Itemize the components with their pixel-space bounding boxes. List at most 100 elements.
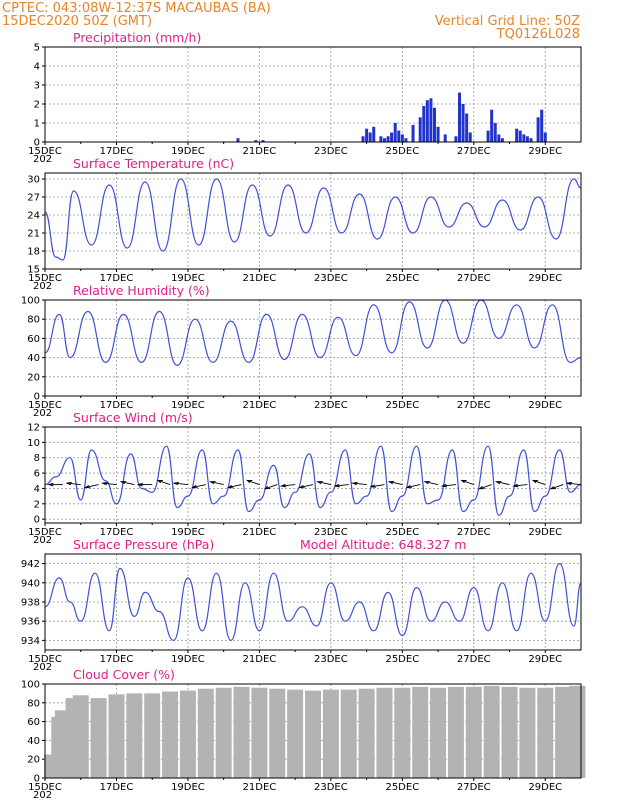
- cloud-bar: [569, 685, 586, 778]
- x-tick-label: 23DEC: [314, 400, 348, 411]
- wind-arrow-shaft: [192, 484, 206, 488]
- panel-title-pres: Surface Pressure (hPa): [73, 537, 214, 552]
- wind-arrow: [246, 479, 260, 486]
- x-tick-label: 21DEC: [243, 146, 277, 157]
- x-tick-label: 29DEC: [528, 527, 562, 538]
- cloud-bar: [465, 686, 482, 778]
- x-tick-label: 29DEC: [528, 782, 562, 793]
- x-tick-label: 25DEC: [385, 527, 419, 538]
- panel-title-rh: Relative Humidity (%): [73, 283, 210, 298]
- wind-arrow: [191, 484, 206, 489]
- wind-arrow-shaft: [174, 482, 188, 486]
- y-tick-label: 12: [27, 423, 40, 434]
- cloud-bar: [144, 693, 161, 778]
- wind-arrow-head: [478, 485, 485, 490]
- wind-arrow-head: [47, 482, 54, 487]
- wind-arrow-shaft: [461, 479, 474, 486]
- x-tick-label: 27DEC: [457, 273, 491, 284]
- wind-arrow-head: [119, 480, 127, 485]
- y-tick-label: 18: [27, 247, 40, 258]
- precip-bar: [425, 100, 429, 142]
- panel-precip: Precipitation (mm/h) 15DEC 17DEC 19DEC 21DEC…: [28, 30, 582, 165]
- x-tick-label: 21DEC: [243, 527, 277, 538]
- y-tick-label: 60: [27, 334, 40, 345]
- series-line-pres: [44, 562, 582, 642]
- y-tick-label: 3: [34, 81, 40, 92]
- x-tick-label: 27DEC: [457, 527, 491, 538]
- precip-bar: [543, 132, 547, 142]
- x-tick-label: 23DEC: [314, 146, 348, 157]
- x-tick-label: 27DEC: [457, 146, 491, 157]
- wind-arrow-head: [549, 485, 557, 490]
- wind-arrow-shaft: [317, 481, 331, 486]
- panel-cloud: Cloud Cover (%) 15DEC 17DEC 19DEC 21DEC 23DEC…: [21, 667, 586, 800]
- precip-bar: [422, 105, 426, 142]
- x-tick-label: 27DEC: [457, 782, 491, 793]
- wind-arrow: [494, 480, 510, 486]
- cloud-bar: [376, 687, 393, 778]
- precip-bar: [536, 117, 540, 142]
- precip-bar: [236, 138, 240, 142]
- wind-arrow: [119, 480, 135, 486]
- cloud-bar: [537, 687, 554, 778]
- wind-arrow-shaft: [370, 484, 385, 488]
- precip-bar: [432, 107, 436, 142]
- y-tick-label: 100: [21, 296, 40, 307]
- precip-bar: [365, 128, 369, 142]
- precip-bar: [261, 140, 265, 142]
- wind-arrow-shaft: [210, 481, 224, 486]
- precip-bar: [490, 109, 494, 142]
- wind-arrow: [298, 484, 314, 489]
- wind-arrow: [226, 484, 242, 489]
- wind-arrow: [172, 481, 188, 486]
- wind-arrow-head: [246, 479, 253, 484]
- wind-arrow-shaft: [550, 484, 564, 490]
- wind-arrow-head: [172, 481, 180, 486]
- y-tick-label: 0: [34, 774, 40, 785]
- y-tick-label: 6: [34, 469, 40, 480]
- x-tick-label: 25DEC: [385, 273, 419, 284]
- wind-arrow: [83, 484, 99, 489]
- panel-frame-pres: [44, 553, 582, 651]
- cloud-bar: [340, 689, 357, 778]
- wind-arrow-shaft: [389, 481, 403, 486]
- x-tick-label: 27DEC: [457, 654, 491, 665]
- precip-bar: [518, 130, 522, 142]
- x-tick-label: 23DEC: [314, 273, 348, 284]
- x-tick-label: 29DEC: [528, 273, 562, 284]
- x-tick-label: 25DEC: [385, 654, 419, 665]
- wind-arrow-shaft: [157, 479, 171, 486]
- wind-arrow: [351, 481, 367, 486]
- x-tick-label: 19DEC: [171, 654, 205, 665]
- cloud-bar: [358, 688, 375, 778]
- wind-arrow: [316, 480, 331, 486]
- x-tick-label: 17DEC: [100, 400, 134, 411]
- precip-bar: [461, 104, 465, 142]
- y-tick-label: 4: [34, 484, 40, 495]
- y-tick-label: 936: [21, 617, 40, 628]
- x-tick-label: 19DEC: [171, 273, 205, 284]
- series-line-temp: [44, 178, 582, 261]
- precip-bar: [497, 134, 501, 142]
- x-tick-label: 25DEC: [385, 782, 419, 793]
- wind-arrow: [136, 482, 153, 487]
- precip-bar: [443, 134, 447, 142]
- wind-arrow-shaft: [334, 484, 349, 487]
- cloud-bar: [72, 695, 89, 778]
- x-tick-label: 17DEC: [100, 146, 134, 157]
- y-tick-label: 80: [27, 698, 40, 709]
- panel-temp: Surface Temperature (nC) 15DEC 17DEC 19DEC 2…: [27, 156, 582, 292]
- cloud-bar: [233, 686, 250, 778]
- y-tick-label: 27: [27, 193, 40, 204]
- precip-bar: [493, 123, 497, 142]
- cloud-bar: [287, 689, 304, 778]
- x-stub-label: 202: [33, 281, 52, 292]
- y-tick-label: 40: [27, 353, 40, 364]
- wind-arrow: [549, 484, 564, 490]
- panel-title-cloud: Cloud Cover (%): [73, 667, 175, 682]
- cloud-bar: [197, 688, 214, 778]
- wind-arrow-shaft: [121, 481, 135, 486]
- precip-bar: [418, 117, 422, 142]
- x-tick-label: 15DEC: [28, 273, 62, 284]
